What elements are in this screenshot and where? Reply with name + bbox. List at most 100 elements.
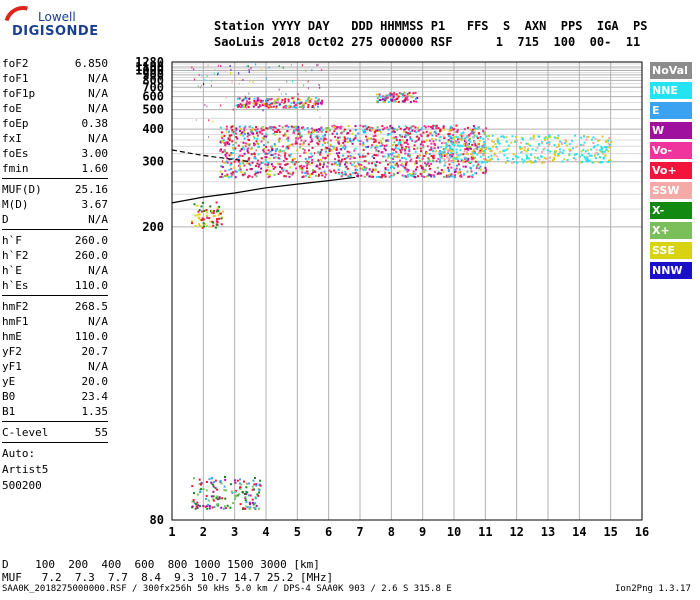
echo-point bbox=[312, 169, 314, 172]
echo-point bbox=[464, 156, 467, 159]
echo-point bbox=[588, 159, 591, 162]
echo-point bbox=[443, 128, 446, 131]
echo-point bbox=[336, 164, 339, 166]
echo-point bbox=[519, 141, 522, 144]
echo-point bbox=[479, 165, 482, 168]
echo-point bbox=[422, 155, 425, 158]
echo-point bbox=[488, 159, 491, 162]
echo-point bbox=[244, 499, 247, 502]
echo-point bbox=[515, 140, 518, 143]
echo-point bbox=[228, 134, 231, 137]
echo-point bbox=[464, 144, 467, 147]
echo-point bbox=[318, 167, 321, 170]
echo-point bbox=[432, 174, 435, 177]
echo-point bbox=[308, 175, 311, 178]
echo-point bbox=[473, 142, 476, 145]
echo-point bbox=[398, 139, 401, 142]
echo-point bbox=[590, 148, 593, 151]
echo-point bbox=[546, 142, 549, 145]
echo-point bbox=[325, 130, 328, 133]
echo-point bbox=[293, 101, 296, 104]
echo-point bbox=[263, 144, 265, 147]
echo-point bbox=[253, 97, 256, 100]
echo-point bbox=[337, 126, 340, 129]
echo-point bbox=[235, 132, 238, 135]
echo-point bbox=[407, 132, 409, 135]
echo-point bbox=[439, 128, 442, 131]
echo-point bbox=[270, 126, 273, 129]
echo-point bbox=[312, 106, 315, 109]
echo-point bbox=[438, 139, 441, 142]
echo-point bbox=[399, 127, 402, 130]
echo-point bbox=[381, 144, 384, 147]
echo-point bbox=[404, 134, 407, 137]
echo-point bbox=[357, 153, 360, 156]
echo-point bbox=[469, 132, 472, 135]
echo-point bbox=[521, 158, 524, 161]
echo-point bbox=[405, 142, 408, 145]
echo-point bbox=[243, 133, 246, 135]
echo-point bbox=[271, 165, 274, 168]
echo-point bbox=[306, 160, 309, 163]
echo-point bbox=[395, 93, 398, 96]
echo-point bbox=[568, 153, 571, 156]
echo-point bbox=[195, 505, 198, 508]
param-value: 110.0 bbox=[74, 279, 108, 292]
echo-point bbox=[200, 488, 203, 491]
echo-point bbox=[274, 150, 277, 152]
echo-point bbox=[406, 168, 409, 171]
noise-point bbox=[297, 77, 299, 80]
param-value: 20.7 bbox=[81, 345, 109, 358]
echo-point bbox=[359, 140, 362, 143]
echo-point bbox=[427, 160, 430, 163]
echo-point bbox=[496, 137, 499, 140]
echo-point bbox=[447, 157, 450, 160]
echo-point bbox=[352, 139, 355, 142]
echo-point bbox=[307, 130, 310, 133]
echo-point bbox=[362, 129, 365, 132]
noise-point bbox=[248, 92, 250, 95]
echo-point bbox=[239, 106, 242, 109]
echo-point bbox=[323, 171, 326, 174]
footer-file-info: SAA0K_2018275000000.RSF / 300fx256h 50 k… bbox=[2, 584, 452, 594]
echo-point bbox=[243, 172, 246, 174]
echo-point bbox=[462, 134, 465, 137]
noise-point bbox=[229, 65, 231, 67]
echo-point bbox=[197, 504, 200, 507]
echo-point bbox=[254, 507, 257, 510]
echo-point bbox=[466, 170, 469, 173]
echo-point bbox=[340, 160, 343, 163]
echo-point bbox=[285, 105, 288, 108]
echo-point bbox=[267, 149, 270, 152]
echo-point bbox=[343, 136, 346, 139]
echo-point bbox=[396, 172, 399, 174]
noise-point bbox=[311, 69, 313, 72]
echo-point bbox=[220, 148, 222, 151]
echo-point bbox=[533, 160, 536, 163]
echo-point bbox=[253, 173, 256, 176]
echo-point bbox=[425, 163, 428, 166]
noise-point bbox=[230, 72, 231, 75]
echo-point bbox=[335, 146, 338, 149]
echo-point bbox=[212, 495, 215, 498]
echo-point bbox=[388, 161, 391, 164]
echo-point bbox=[306, 163, 309, 166]
echo-point bbox=[397, 165, 399, 168]
echo-point bbox=[230, 134, 233, 137]
echo-point bbox=[310, 138, 313, 141]
echo-point bbox=[234, 481, 237, 484]
param-row: fxI N/A bbox=[2, 131, 108, 146]
x-tick-label: 1 bbox=[168, 525, 175, 539]
echo-point bbox=[305, 161, 307, 164]
echo-point bbox=[386, 96, 389, 99]
echo-point bbox=[590, 154, 593, 157]
echo-point bbox=[464, 165, 467, 168]
echo-point bbox=[253, 483, 256, 486]
echo-point bbox=[262, 104, 264, 107]
echo-point bbox=[488, 135, 490, 137]
noise-point bbox=[213, 72, 215, 75]
echo-point bbox=[325, 129, 328, 132]
echo-point bbox=[387, 153, 390, 156]
echo-point bbox=[371, 170, 374, 173]
echo-point bbox=[365, 138, 368, 141]
